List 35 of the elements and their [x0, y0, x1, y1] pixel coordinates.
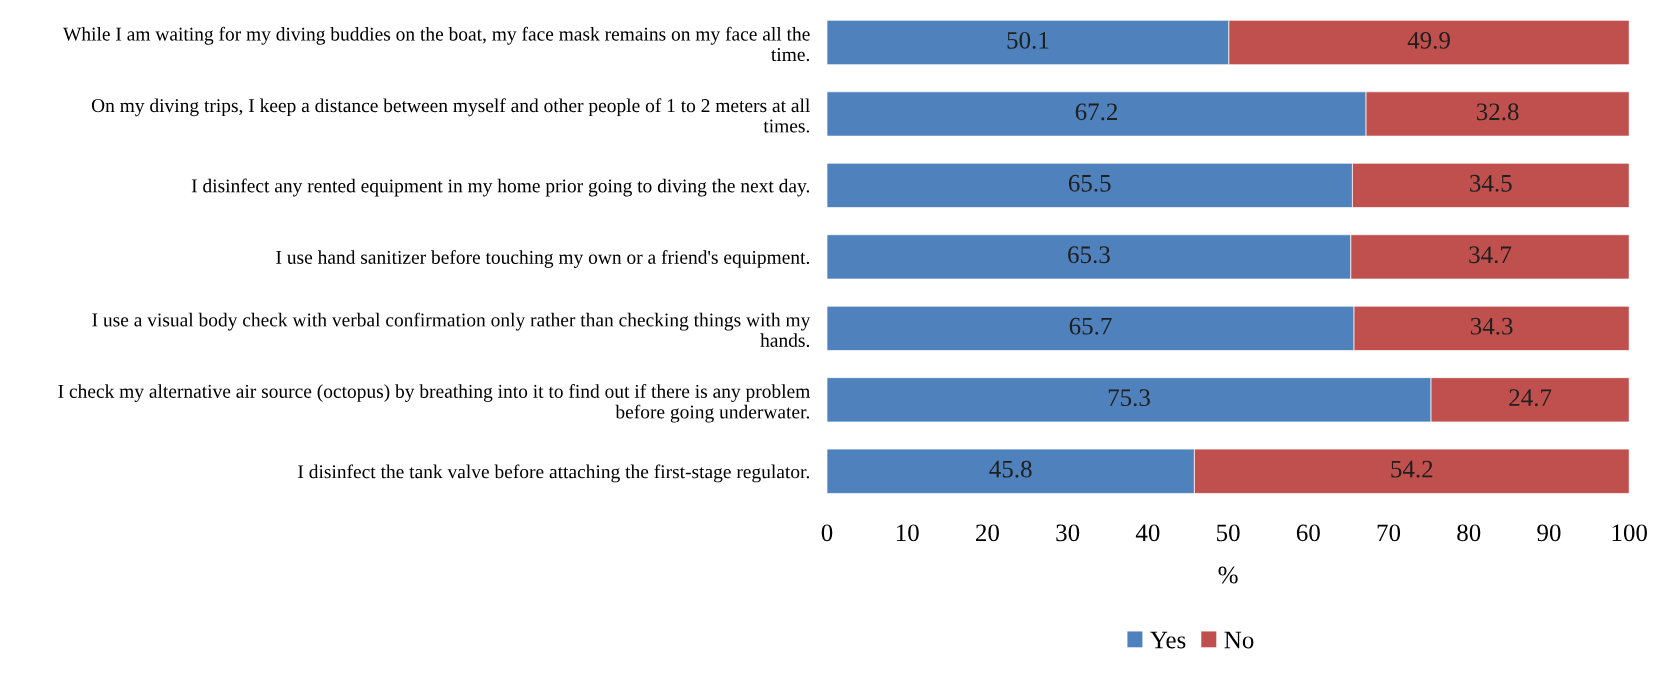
data-label: 34.7	[1469, 246, 1512, 264]
x-tick-label: 20	[976, 524, 999, 542]
data-label: 50.1	[1007, 31, 1049, 49]
x-tick-label: 10	[896, 524, 919, 542]
data-label: 45.8	[989, 460, 1032, 478]
x-axis-title: %	[1218, 566, 1238, 584]
x-tick-label: 80	[1457, 524, 1481, 542]
data-label: 54.2	[1391, 460, 1433, 478]
x-tick-label: 70	[1377, 524, 1401, 542]
legend-label: No	[1224, 631, 1254, 649]
data-label: 32.8	[1476, 103, 1519, 121]
y-tick-label: I disinfect the tank valve before attaching the first-stage regulator.	[298, 464, 810, 483]
x-tick-label: 40	[1135, 524, 1160, 542]
data-label: 65.5	[1068, 174, 1111, 192]
data-label: 65.7	[1069, 317, 1112, 335]
y-tick-label: On my diving trips, I keep a distance between myself and other people of 1 to 2 meters at all times.	[91, 98, 810, 133]
y-tick-label: I use a visual body check with verbal confirmation only rather than checking things with my hands.	[92, 312, 811, 348]
x-tick-label: 0	[821, 524, 833, 542]
y-tick-label: I disinfect any rented equipment in my home prior going to diving the next day.	[191, 178, 810, 197]
data-label: 65.3	[1068, 246, 1110, 264]
data-label: 34.3	[1470, 317, 1513, 335]
y-tick-label: While I am waiting for my diving buddies on the boat, my face mask remains on my face all the time.	[63, 26, 810, 62]
data-label: 24.7	[1509, 389, 1552, 407]
data-label: 34.5	[1470, 174, 1512, 192]
x-tick-label: 90	[1537, 524, 1561, 542]
y-tick-label: I check my alternative air source (octopus) by breathing into it to find out if there is any problem before going underwater.	[58, 384, 811, 423]
data-label: 75.3	[1108, 389, 1150, 407]
data-label: 49.9	[1407, 31, 1450, 49]
x-tick-label: 50	[1217, 524, 1240, 542]
data-label: 67.2	[1075, 103, 1118, 121]
x-tick-label: 100	[1612, 524, 1647, 542]
y-tick-label: I use hand sanitizer before touching my own or a friend's equipment.	[276, 250, 810, 268]
legend-label: Yes	[1150, 631, 1186, 649]
x-tick-label: 60	[1296, 524, 1320, 542]
x-tick-label: 30	[1056, 524, 1080, 542]
